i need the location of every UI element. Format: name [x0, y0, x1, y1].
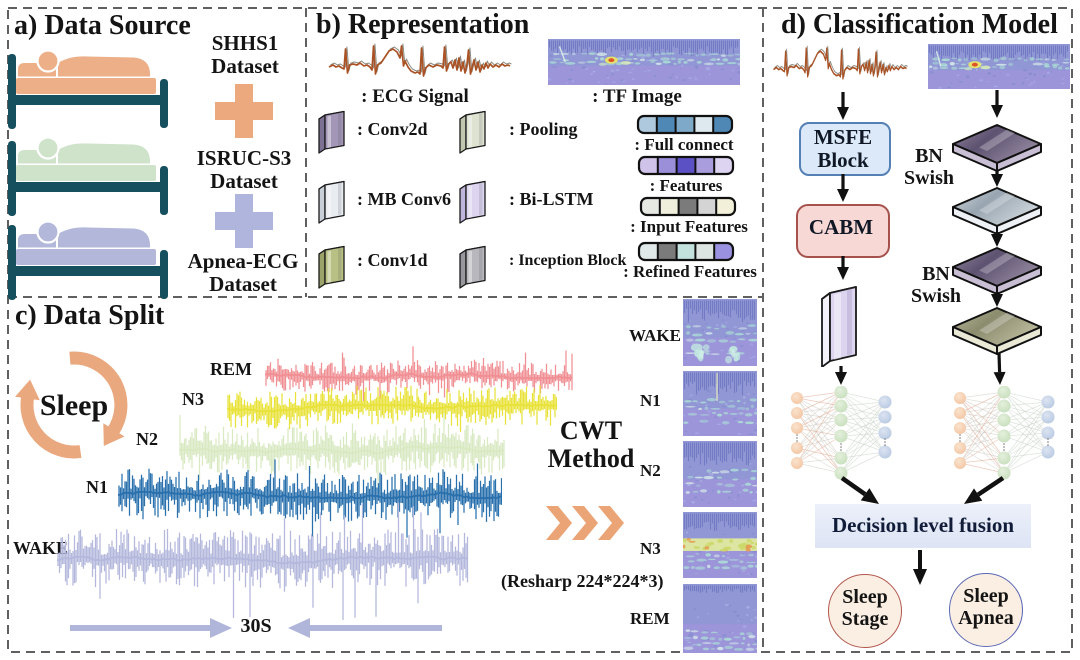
stage-label-rem: REM — [210, 359, 252, 379]
conv1d-icon — [318, 245, 345, 289]
input-features-label: : Input Features — [630, 217, 748, 236]
fusion-label: Decision level fusion — [832, 513, 1014, 537]
sleep-apnea-label: Sleep Apnea — [958, 585, 1014, 629]
dataset-label-apnea: Apnea-ECG Dataset — [187, 249, 299, 296]
rem-spectrogram — [683, 584, 757, 653]
stage-label-n2: N2 — [136, 429, 158, 449]
input-features-bar — [639, 196, 737, 217]
conv2d-label: : Conv2d — [357, 119, 428, 139]
conv2d-icon — [318, 110, 345, 154]
inception-label: : Inception Block — [509, 252, 627, 269]
bn-swish-label-1: BN Swish — [903, 145, 955, 189]
n2-signal — [179, 413, 505, 488]
msfe-block — [799, 122, 891, 176]
spect-label-wake: WAKE — [629, 326, 681, 345]
ecg-signal-image — [328, 43, 512, 77]
bilstm-slab — [821, 286, 857, 367]
panel-a-title: a) Data Source — [14, 10, 191, 41]
pooling-icon — [459, 110, 486, 154]
mbconv6-icon — [318, 180, 345, 224]
refined-features-bar — [637, 241, 735, 262]
resharp-label: (Resharp 224*224*3) — [501, 571, 664, 591]
stage-label-n3: N3 — [182, 389, 204, 409]
bilstm-icon — [459, 180, 486, 224]
mbconv6-label: : MB Conv6 — [357, 189, 451, 209]
spect-label-n3: N3 — [640, 539, 661, 558]
wake-spectrogram — [683, 299, 757, 366]
spect-label-rem: REM — [630, 609, 670, 628]
sleep-cycle-icon — [15, 351, 128, 459]
bn-swish-label-2: BN Swish — [910, 263, 962, 307]
pooling-label: : Pooling — [509, 119, 578, 139]
stage-label-n1: N1 — [86, 477, 108, 497]
n1-spectrogram — [683, 371, 757, 436]
msfe-block-label: MSFE Block — [813, 125, 873, 172]
ecg-signal-label: : ECG Signal — [361, 86, 469, 107]
spect-label-n1: N1 — [640, 391, 661, 410]
refined-features-label: : Refined Features — [623, 262, 757, 281]
n1-signal — [118, 459, 502, 538]
plus-icon-2 — [215, 194, 273, 248]
features-label: : Features — [649, 176, 723, 195]
tf-image-d — [928, 44, 1070, 89]
cwt-method-label: CWT Method — [547, 416, 635, 474]
epoch-arrows — [70, 618, 442, 638]
bilstm-label: : Bi-LSTM — [509, 189, 594, 209]
tf-image — [548, 39, 740, 85]
sleep-apnea-circle — [949, 573, 1023, 647]
dataset-label-isruc: ISRUC-S3 Dataset — [196, 146, 292, 193]
features-bar — [637, 155, 735, 176]
stage-label-wake: WAKE — [13, 538, 69, 558]
inception-icon — [459, 245, 486, 289]
sleep-stage-label: Sleep Stage — [841, 586, 889, 630]
sleep-stage-circle — [828, 574, 902, 648]
nn-right — [954, 386, 1055, 480]
panel-c-title: c) Data Split — [15, 300, 165, 331]
fusion-box — [815, 504, 1031, 548]
panel-d-title: d) Classification Model — [781, 9, 1058, 40]
flow-arrows — [835, 90, 1006, 585]
bed-apnea — [8, 220, 168, 300]
spect-label-n2: N2 — [640, 461, 661, 480]
bed-isruc — [8, 136, 168, 216]
cabm-block-label: CABM — [808, 215, 874, 239]
n2-spectrogram — [683, 441, 757, 507]
panel-b-title: b) Representation — [316, 9, 530, 40]
plus-icon-1 — [215, 84, 273, 138]
n3-signal — [227, 385, 557, 432]
nn-left — [791, 386, 892, 480]
rem-signal — [265, 346, 573, 402]
conv1d-label: : Conv1d — [357, 250, 428, 270]
sleep-cycle-label: Sleep — [39, 389, 109, 422]
conv-slab-3 — [952, 247, 1042, 295]
ecg-signal-image-d — [773, 45, 908, 80]
tf-image-label: : TF Image — [592, 86, 682, 107]
conv-slab-4 — [952, 307, 1042, 355]
epoch-duration-label: 30S — [240, 615, 272, 637]
n3-spectrogram — [683, 512, 757, 578]
full-connect-label: : Full connect — [634, 135, 734, 154]
wake-signal — [57, 502, 469, 620]
bed-shhs1 — [8, 49, 168, 129]
chevrons-icon — [546, 506, 624, 540]
full-connect-bar — [636, 114, 734, 135]
dataset-label-shhs1: SHHS1 Dataset — [211, 31, 279, 78]
